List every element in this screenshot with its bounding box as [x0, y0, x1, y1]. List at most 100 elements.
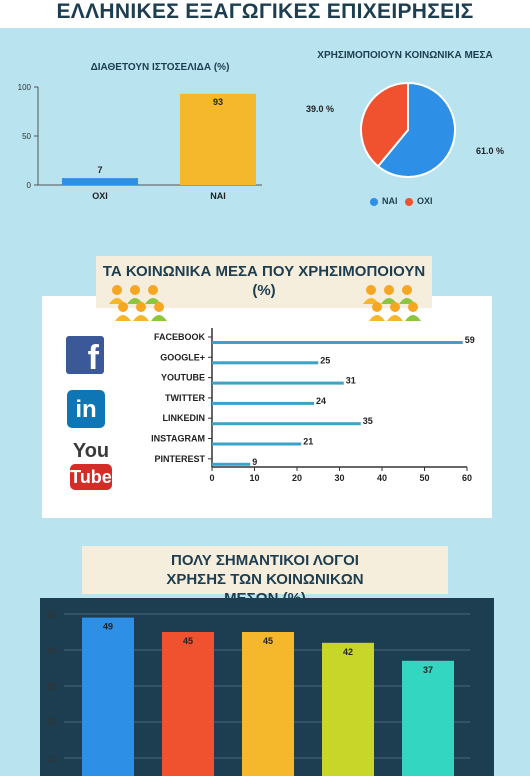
linkedin-icon: in [67, 390, 105, 428]
person-head [372, 302, 382, 312]
pie-legend: ΝΑΙ ΟΧΙ [370, 196, 450, 206]
pie-value-label: 39.0 % [306, 104, 334, 114]
website-bar-chart: 0 50 100 7 ΟΧΙ 93 ΝΑΙ [18, 83, 262, 201]
x-tick-label: 0 [209, 473, 214, 483]
y-tick-label: 20 [47, 718, 56, 727]
bar [212, 341, 463, 344]
legend-swatch [405, 197, 414, 206]
x-tick-label: ΟΧΙ [92, 191, 108, 201]
person-head [366, 285, 376, 295]
person-head [390, 302, 400, 312]
bar [212, 381, 344, 385]
social-media-banner-title: ΤΑ ΚΟΙΝΩΝΙΚΑ ΜΕΣΑ ΠΟΥ ΧΡΗΣΙΜΟΠΟΙΟΥΝ (%) [102, 263, 426, 299]
person-head [148, 285, 158, 295]
person-body [133, 315, 149, 321]
social-media-pie-chart: 61.0 % 39.0 % [306, 81, 504, 178]
bar [82, 617, 134, 776]
person-body [115, 315, 131, 321]
x-tick-label: 20 [292, 473, 302, 483]
x-tick-label: 10 [249, 473, 259, 483]
data-label: 49 [103, 622, 113, 632]
x-tick-label: 60 [462, 473, 472, 483]
bar [212, 422, 361, 426]
y-tick-label: INSTAGRAM [151, 434, 205, 444]
social-media-pie-title: ΧΡΗΣΙΜΟΠΟΙΟΥΝ ΚΟΙΝΩΝΙΚΑ ΜΕΣΑ [317, 50, 493, 61]
social-media-hbar-chart: 0 10 20 30 40 50 60 FACEBOOK 59 GOOGLE+ 25 YOUTUBE 3… [151, 328, 475, 483]
data-label: 31 [346, 376, 356, 386]
person-head [118, 302, 128, 312]
y-tick-label: YOUTUBE [161, 373, 205, 383]
website-chart-title: ΔΙΑΘΕΤΟΥΝ ΙΣΤΟΣΕΛΙΔΑ (%) [90, 62, 230, 73]
person-body [387, 315, 403, 321]
bar [180, 93, 256, 185]
data-label: 25 [320, 355, 330, 365]
y-tick-label: 50 [22, 132, 31, 141]
y-tick-label: FACEBOOK [154, 332, 206, 342]
data-label: 35 [363, 416, 373, 426]
bar [212, 401, 314, 405]
legend-swatch [370, 197, 378, 206]
reasons-banner: ΠΟΛΥ ΣΗΜΑΝΤΙΚΟΙ ΛΟΓΟΙ ΧΡΗΣΗΣ ΤΩΝ ΚΟΙΝΩΝΙ… [82, 546, 448, 607]
data-label: 9 [252, 457, 257, 467]
data-label: 45 [183, 636, 193, 646]
person-head [136, 302, 146, 312]
youtube-icon: You Tube [70, 440, 112, 496]
legend-label: ΝΑΙ [382, 196, 398, 206]
reasons-bar-chart: 10 20 30 40 50 49 45 45 42 37 [40, 598, 494, 776]
youtube-glyph-top: You [72, 440, 110, 462]
y-tick-label: LINKEDIN [163, 413, 206, 423]
data-label: 37 [423, 665, 433, 675]
data-label: 21 [303, 437, 313, 447]
bar [62, 178, 138, 185]
data-label: 45 [263, 636, 273, 646]
data-label: 59 [465, 335, 475, 345]
bar [322, 642, 374, 776]
facebook-glyph: f [87, 339, 99, 374]
person-body [151, 315, 167, 321]
y-tick-label: 30 [47, 682, 56, 691]
pie-value-label: 61.0 % [476, 146, 504, 156]
person-head [402, 285, 412, 295]
y-tick-label: 50 [47, 610, 56, 619]
youtube-glyph-bottom: Tube [70, 464, 112, 490]
data-label: 42 [343, 647, 353, 657]
person-head [112, 285, 122, 295]
x-tick-label: 30 [334, 473, 344, 483]
pie-slice [376, 81, 456, 178]
bar [402, 660, 454, 776]
page-title: ΕΛΛΗΝΙΚΕΣ ΕΞΑΓΩΓΙΚΕΣ ΕΠΙΧΕΙΡΗΣΕΙΣ [0, 0, 530, 28]
linkedin-glyph: in [75, 396, 97, 423]
y-tick-label: 10 [47, 754, 56, 763]
facebook-icon: f [66, 336, 104, 374]
bar [162, 632, 214, 776]
data-label: 93 [213, 97, 223, 107]
data-label: 7 [97, 165, 102, 175]
y-tick-label: PINTEREST [154, 454, 205, 464]
y-tick-label: TWITTER [165, 393, 205, 403]
x-tick-label: 40 [377, 473, 387, 483]
pie-slice [360, 81, 409, 168]
bar [212, 361, 319, 365]
person-body [405, 315, 421, 321]
legend-label: ΟΧΙ [417, 196, 433, 206]
bar [242, 632, 294, 776]
x-tick-label: ΝΑΙ [210, 191, 226, 201]
y-tick-label: 0 [27, 181, 32, 190]
y-tick-label: GOOGLE+ [160, 352, 205, 362]
x-tick-label: 50 [419, 473, 429, 483]
person-head [384, 285, 394, 295]
person-head [130, 285, 140, 295]
people-group-icon [109, 285, 167, 321]
people-group-icon [363, 285, 421, 321]
y-tick-label: 100 [18, 83, 32, 92]
person-head [154, 302, 164, 312]
legend-item-no: ΟΧΙ [405, 196, 433, 206]
data-label: 24 [316, 396, 326, 406]
bar [212, 462, 251, 466]
legend-item-yes: ΝΑΙ [370, 196, 398, 206]
bar [212, 442, 302, 446]
person-body [369, 315, 385, 321]
person-head [408, 302, 418, 312]
y-tick-label: 40 [47, 646, 56, 655]
social-media-banner: ΤΑ ΚΟΙΝΩΝΙΚΑ ΜΕΣΑ ΠΟΥ ΧΡΗΣΙΜΟΠΟΙΟΥΝ (%) [96, 256, 432, 308]
